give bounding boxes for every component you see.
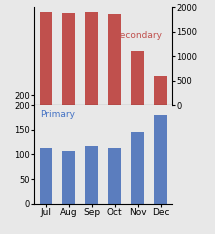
- Bar: [154, 76, 167, 105]
- Bar: [85, 146, 98, 204]
- Bar: [108, 148, 121, 204]
- Bar: [63, 150, 75, 204]
- Bar: [131, 132, 144, 204]
- Text: Secondary: Secondary: [114, 31, 162, 40]
- Bar: [40, 148, 52, 204]
- Bar: [131, 51, 144, 105]
- Bar: [154, 115, 167, 204]
- Bar: [40, 12, 52, 105]
- Bar: [108, 14, 121, 105]
- Bar: [63, 13, 75, 105]
- Bar: [85, 12, 98, 105]
- Text: Primary: Primary: [40, 110, 75, 119]
